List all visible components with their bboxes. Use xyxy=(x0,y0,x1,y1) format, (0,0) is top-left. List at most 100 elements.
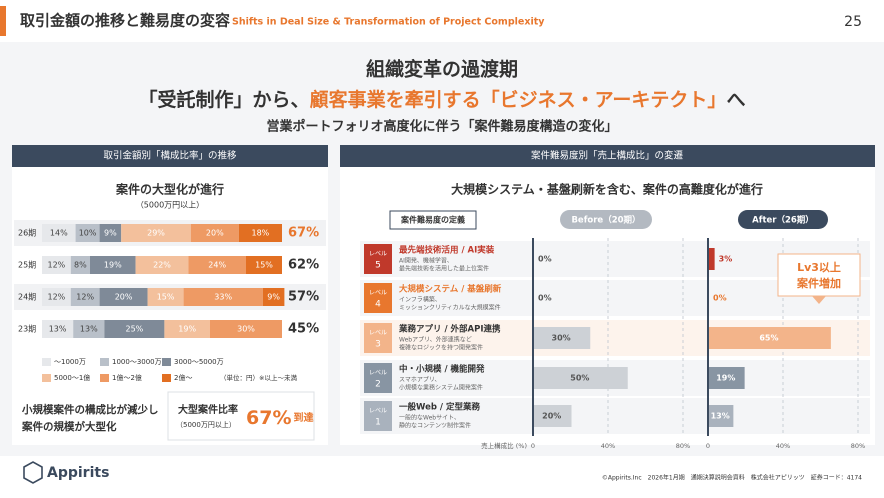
headline: 「受託制作」から、顧客事業を牽引する「ビジネス・アーキテクト」へ xyxy=(139,88,746,111)
callout xyxy=(777,253,861,297)
bar-segment xyxy=(147,288,184,306)
level-badge xyxy=(364,283,392,313)
x-axis-label: 売上構成比 (%) xyxy=(481,441,527,450)
bar-segment xyxy=(42,288,71,306)
level-word: レベル xyxy=(369,370,387,377)
panel-title: 案件難易度別「売上構成比」の変遷 xyxy=(531,150,684,162)
bar-segment xyxy=(238,224,282,242)
legend-label: 2億～ xyxy=(174,373,192,382)
summary: 案件の規模が大型化 xyxy=(21,420,117,433)
legend-swatch xyxy=(42,374,51,382)
copyright: ©Appirits.Inc 2026年1月期 通期決算説明会資料 株式会社アピリ… xyxy=(602,474,862,482)
bar xyxy=(709,327,831,349)
bar-segment xyxy=(75,224,100,242)
row-label: 26期 xyxy=(18,229,36,238)
row-label: 25期 xyxy=(18,261,36,270)
x-tick-label: 80% xyxy=(851,442,865,450)
accent xyxy=(0,6,6,36)
legend-swatch xyxy=(42,358,51,366)
level-description: 最先端技術を活用した最上位案件 xyxy=(399,265,489,273)
value-label: 24% xyxy=(208,261,226,270)
value-label: 10% xyxy=(79,229,97,238)
level-number: 5 xyxy=(375,261,381,271)
chart-title: 大規模システム・基盤刷新を含む、案件の高難度化が進行 xyxy=(451,182,763,197)
value-label: 9% xyxy=(267,293,280,302)
legend-label: 3000～5000万 xyxy=(174,358,224,366)
x-tick-label: 40% xyxy=(601,442,615,450)
headline-part: 顧客事業を牽引する「ビジネス・アーキテクト」 xyxy=(310,88,727,111)
level-number: 3 xyxy=(375,340,381,350)
total-label: 57% xyxy=(288,290,319,305)
legend-label: Before（20期） xyxy=(571,215,640,226)
level-number: 2 xyxy=(375,380,381,390)
value-label: 12% xyxy=(48,293,66,302)
callout-text: 案件増加 xyxy=(796,276,841,290)
bar-segment xyxy=(164,320,210,338)
level-badge xyxy=(364,401,392,431)
page-number: 25 xyxy=(844,14,862,30)
row-label: 23期 xyxy=(18,325,36,334)
value-label: 13% xyxy=(49,325,67,334)
value-label: 25% xyxy=(126,325,144,334)
row-band xyxy=(360,398,870,434)
bar-segment xyxy=(104,320,165,338)
value-label: 29% xyxy=(147,229,165,238)
bar-segment xyxy=(42,256,71,274)
page-title: 取引金額の推移と難易度の変容 xyxy=(20,12,230,30)
panel-title: 取引金額別「構成比率」の推移 xyxy=(103,150,237,162)
x-tick-label: 40% xyxy=(776,442,790,450)
chart-title: 案件の大型化が進行 xyxy=(115,182,224,197)
value-label: 19% xyxy=(104,261,122,270)
level-badge xyxy=(364,323,392,353)
level-number: 4 xyxy=(375,300,381,310)
level-badge xyxy=(364,363,392,393)
level-word: レベル xyxy=(369,330,387,337)
bar-segment xyxy=(73,320,105,338)
legend-label: 1億～2億 xyxy=(112,373,142,382)
value-label: 33% xyxy=(214,293,232,302)
value-label: 8% xyxy=(74,261,87,270)
highlight-label: 大型案件比率 xyxy=(178,403,238,416)
pill xyxy=(560,210,652,229)
callout-text: Lv3以上 xyxy=(797,260,841,274)
level-description: 静的なコンテンツ制作案件 xyxy=(399,422,471,430)
bar-segment xyxy=(190,224,239,242)
bar-segment xyxy=(42,224,76,242)
page-subtitle: Shifts in Deal Size & Transformation of … xyxy=(232,17,545,28)
value-label: 15% xyxy=(255,261,273,270)
highlight-box xyxy=(167,391,315,441)
legend-swatch xyxy=(100,374,109,382)
level-badge xyxy=(364,244,392,274)
value-label: 20% xyxy=(542,412,561,421)
summary: 小規模案件の構成比が減少し xyxy=(21,403,159,416)
total-label: 62% xyxy=(288,258,319,273)
total-label: 67% xyxy=(288,226,319,241)
pill xyxy=(738,210,828,229)
bar-segment xyxy=(42,320,74,338)
value-label: 0% xyxy=(538,294,552,303)
value-label: 30% xyxy=(552,334,571,343)
bar-segment xyxy=(99,224,122,242)
level-description: Webアプリ、外部連携など xyxy=(399,336,472,344)
definition: 案件難易度の定義 xyxy=(400,215,465,225)
value-label: 19% xyxy=(178,325,196,334)
level-description: インフラ構築、 xyxy=(399,296,441,304)
level-description: 複雑なロジックを持つ開発案件 xyxy=(399,344,483,352)
highlight-note: （5000万円以上） xyxy=(176,420,236,429)
chart-subtitle: （5000万円以上） xyxy=(136,201,204,210)
bar-segment xyxy=(70,288,100,306)
value-label: 19% xyxy=(716,374,735,383)
bar xyxy=(709,367,745,389)
level-word: レベル xyxy=(369,408,387,415)
bar-segment xyxy=(262,288,285,306)
footer-bar xyxy=(0,456,884,498)
value-label: 30% xyxy=(237,325,255,334)
bar-segment xyxy=(183,288,263,306)
level-word: レベル xyxy=(369,290,387,297)
value-label: 13% xyxy=(711,412,730,421)
headline-part: 「受託制作」から、 xyxy=(139,88,310,111)
bar xyxy=(534,327,591,349)
level-word: レベル xyxy=(369,251,387,258)
legend-note: （単位：円）※以上～未満 xyxy=(220,373,297,382)
